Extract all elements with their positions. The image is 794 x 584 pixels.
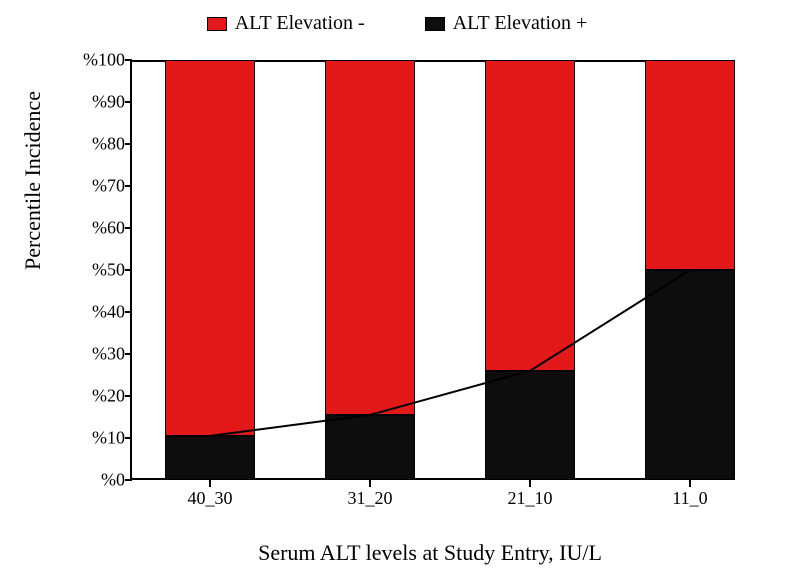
legend-swatch-plus [425,17,445,31]
bar-segment-plus [485,371,575,480]
y-tick-label: %60 [92,218,125,239]
chart-legend: ALT Elevation - ALT Elevation + [0,12,794,35]
bar-segment-minus [165,60,255,436]
y-tick-label: %0 [101,470,125,491]
bars-layer: 40_3031_2021_1011_0 [130,60,730,480]
y-tick-label: %10 [92,428,125,449]
bar-group: 11_0 [645,60,735,480]
x-tick-label: 31_20 [348,488,393,509]
x-tick-mark [529,480,531,487]
bar-segment-plus [645,270,735,480]
y-tick-label: %70 [92,176,125,197]
y-tick-label: %100 [83,50,125,71]
y-tick-label: %40 [92,302,125,323]
bar-group: 40_30 [165,60,255,480]
x-tick-label: 40_30 [188,488,233,509]
plot-area: %0%10%20%30%40%50%60%70%80%90%100 40_303… [130,60,730,480]
legend-item-minus: ALT Elevation - [207,12,365,35]
bar-segment-plus [325,415,415,480]
bar-segment-minus [645,60,735,270]
x-axis-title: Serum ALT levels at Study Entry, IU/L [130,540,730,566]
y-axis-ticks: %0%10%20%30%40%50%60%70%80%90%100 [70,60,125,480]
x-tick-label: 21_10 [508,488,553,509]
x-tick-mark [209,480,211,487]
x-tick-mark [689,480,691,487]
y-tick-label: %80 [92,134,125,155]
bar-group: 31_20 [325,60,415,480]
bar-group: 21_10 [485,60,575,480]
y-tick-label: %20 [92,386,125,407]
legend-label-minus: ALT Elevation - [235,12,365,35]
y-tick-label: %50 [92,260,125,281]
legend-swatch-minus [207,17,227,31]
bar-segment-minus [325,60,415,415]
bar-segment-plus [165,436,255,480]
y-axis-title: Percentile Incidence [20,91,46,270]
legend-label-plus: ALT Elevation + [453,12,588,35]
x-tick-label: 11_0 [672,488,707,509]
legend-item-plus: ALT Elevation + [425,12,588,35]
bar-segment-minus [485,60,575,371]
x-tick-mark [369,480,371,487]
alt-incidence-chart: ALT Elevation - ALT Elevation + Percenti… [0,0,794,584]
y-tick-label: %90 [92,92,125,113]
y-tick-label: %30 [92,344,125,365]
